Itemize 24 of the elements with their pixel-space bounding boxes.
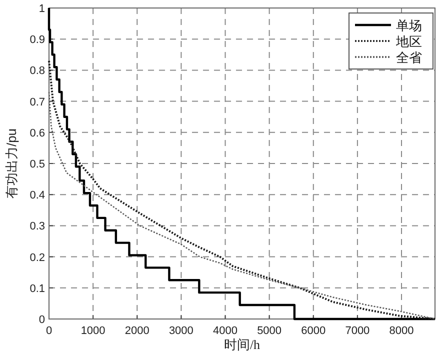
legend-label: 地区 xyxy=(395,34,422,49)
y-tick-label: 0.4 xyxy=(30,190,45,202)
y-tick-label: 0.8 xyxy=(30,65,45,78)
y-tick-label: 1 xyxy=(38,3,45,15)
legend-label: 全省 xyxy=(396,50,422,65)
x-tick-label: 3000 xyxy=(168,325,194,337)
y-tick-label: 0.5 xyxy=(30,158,45,170)
x-tick-label: 2000 xyxy=(124,325,150,337)
y-tick-label: 0.7 xyxy=(30,96,45,108)
x-tick-label: 7000 xyxy=(345,325,370,337)
y-tick-label: 0 xyxy=(38,314,45,326)
y-tick-label: 0.1 xyxy=(30,282,45,295)
y-tick-label: 0.9 xyxy=(30,34,45,46)
x-tick-label: 5000 xyxy=(257,325,282,337)
y-axis-title: 有功出力/pu xyxy=(4,128,19,199)
x-tick-label: 1000 xyxy=(80,325,106,337)
y-tick-label: 0.2 xyxy=(30,252,45,264)
x-axis-title: 时间/h xyxy=(224,337,261,352)
x-tick-label: 4000 xyxy=(213,325,238,337)
x-tick-label: 6000 xyxy=(301,325,326,337)
y-tick-label: 0.6 xyxy=(30,127,45,140)
legend-label: 单场 xyxy=(396,18,422,33)
y-tick-label: 0.3 xyxy=(30,220,45,233)
x-tick-label: 8000 xyxy=(389,325,414,337)
